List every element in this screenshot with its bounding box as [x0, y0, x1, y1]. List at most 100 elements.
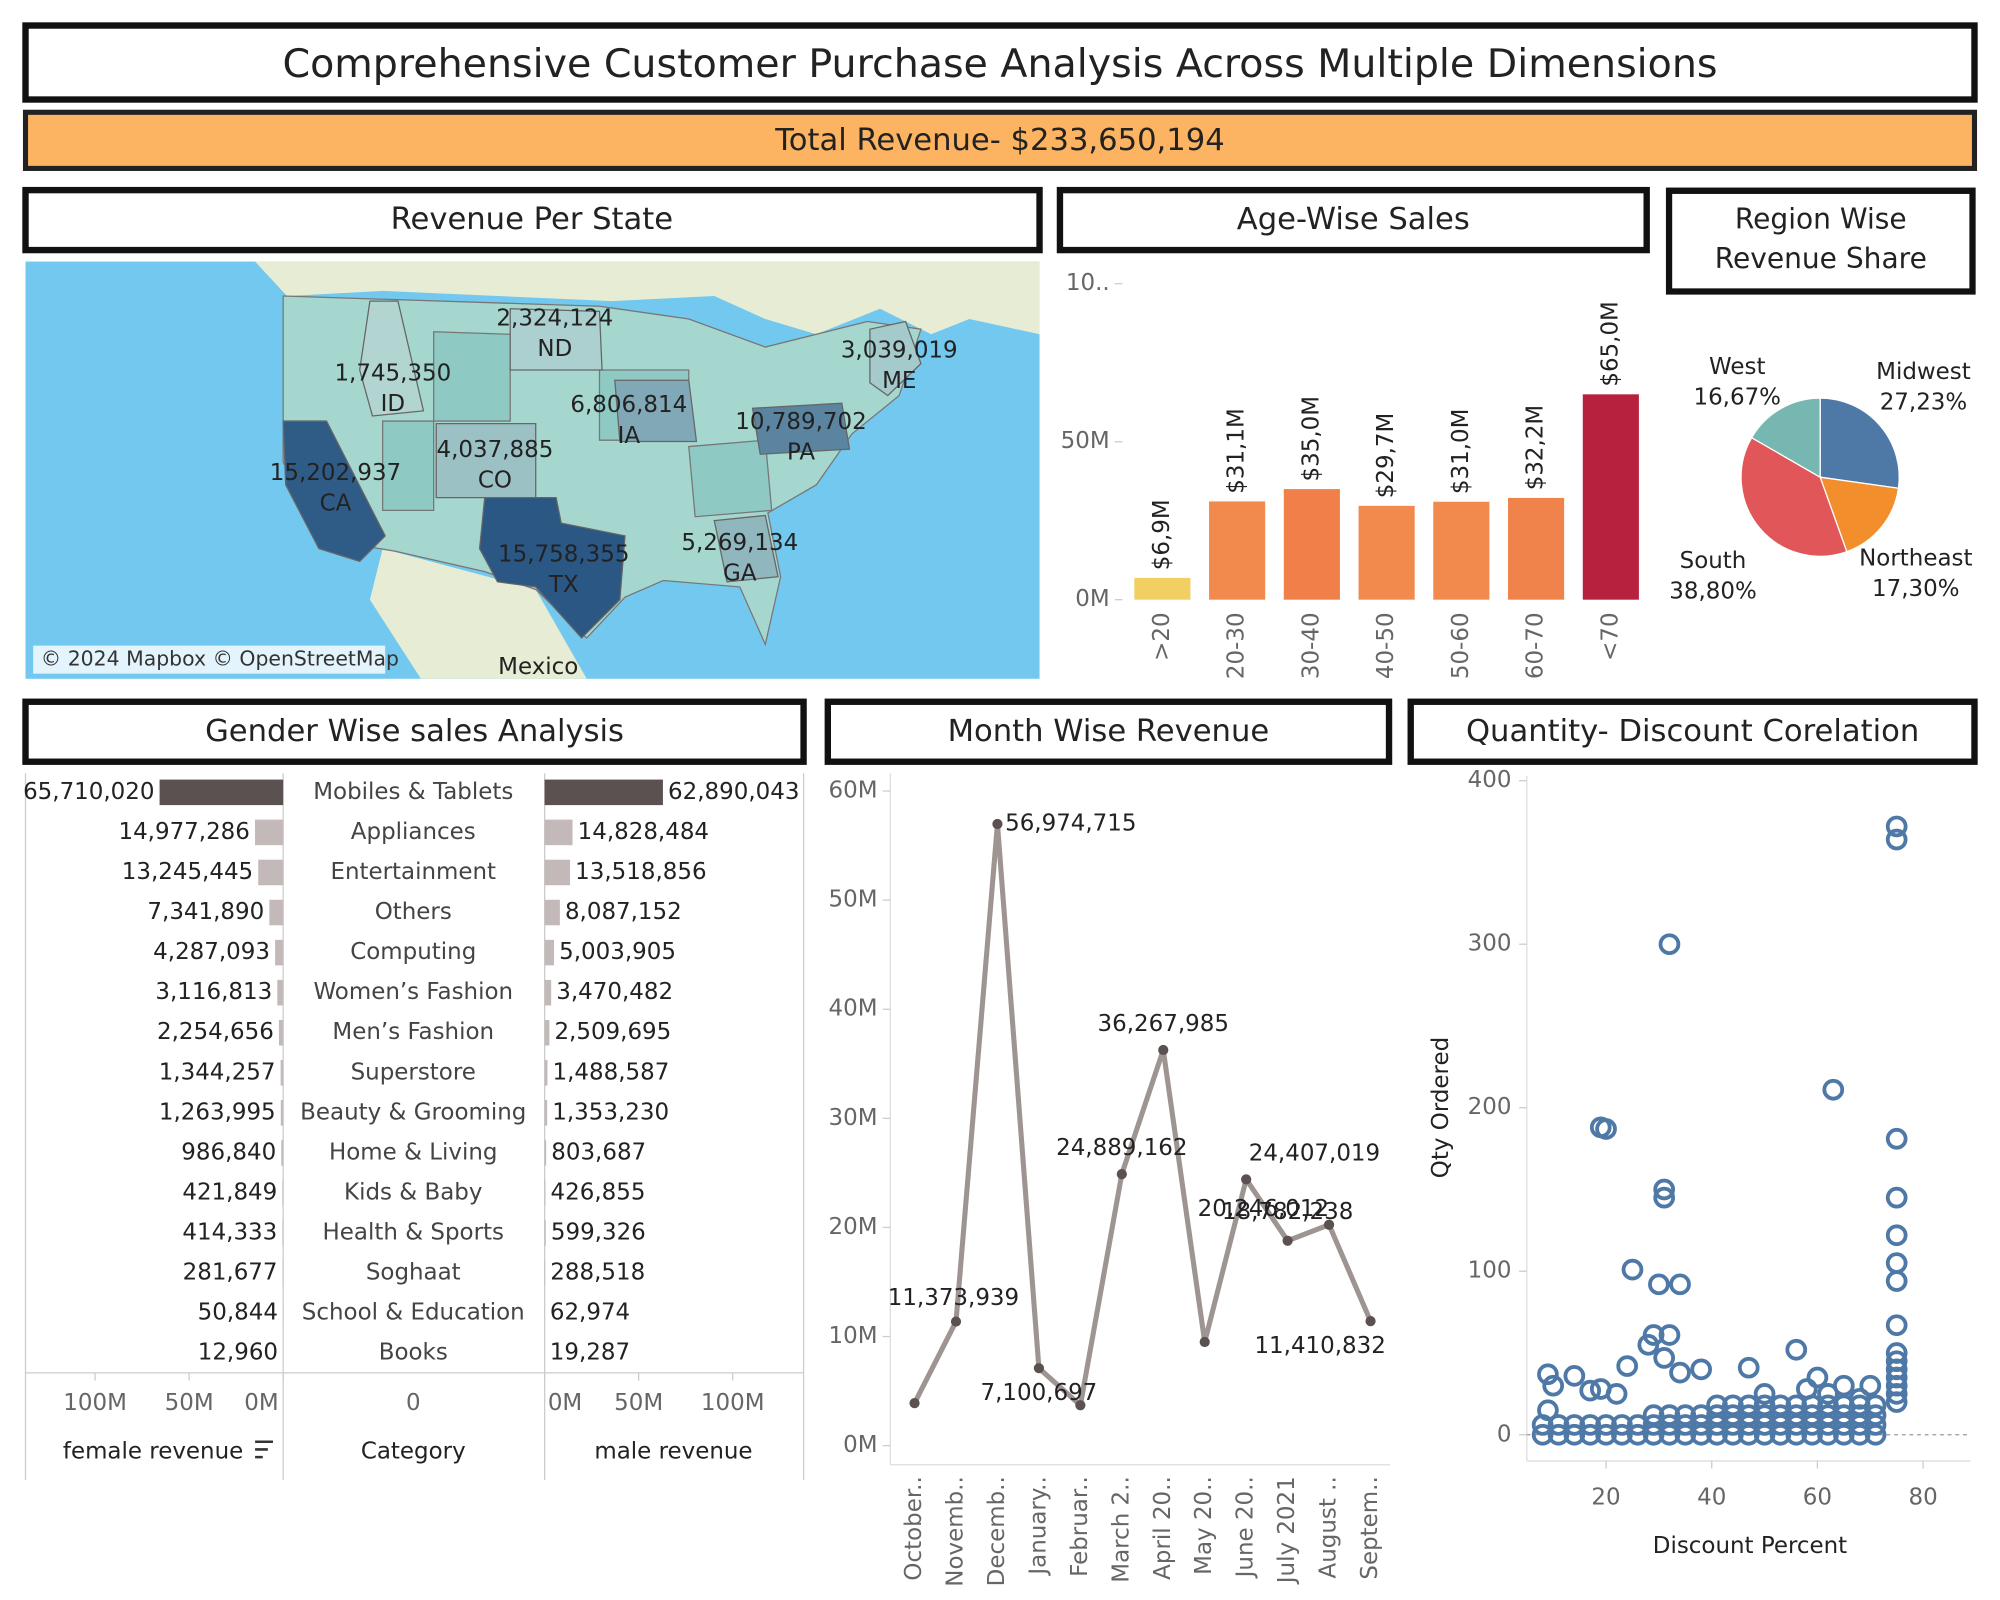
attribution-bg [33, 645, 386, 674]
bar-value-label: 421,849 [182, 1179, 277, 1205]
x-tick-label: Decemb.. [984, 1476, 1010, 1586]
panel-header: Region Wise Revenue Share [1665, 187, 1976, 295]
state-area [359, 300, 425, 417]
scatter-point [1605, 1383, 1628, 1405]
slice-value-label: 17,30% [1872, 576, 1960, 602]
scatter-point [1753, 1404, 1776, 1426]
slice-value-label: 16,67% [1693, 385, 1781, 411]
scatter-point [1801, 1394, 1823, 1417]
line-point [1241, 1174, 1252, 1185]
x-tick-label: 40-50 [1373, 612, 1399, 679]
bar [544, 1260, 546, 1286]
scatter-point [1611, 1414, 1633, 1436]
scatter-point [1658, 1404, 1681, 1426]
slice-value-label: 38,80% [1669, 579, 1757, 605]
scatter-point [1537, 1363, 1559, 1386]
state-area [478, 496, 626, 639]
y-tick-label: 30M [829, 1105, 878, 1131]
scatter-point [1563, 1414, 1586, 1436]
scatter-point [1616, 1355, 1639, 1377]
bar [1508, 497, 1565, 600]
x-tick-label: 50M [614, 1390, 663, 1416]
scatter-point [1885, 1391, 1908, 1413]
bar [544, 899, 560, 926]
dashboard-title: Comprehensive Customer Purchase Analysis… [283, 41, 1718, 87]
bar [544, 1180, 546, 1206]
scatter-point [1832, 1394, 1855, 1417]
panel-title: Age-Wise Sales [1237, 202, 1470, 237]
bar [544, 1220, 546, 1246]
scatter-point [1737, 1356, 1760, 1379]
state-area [282, 420, 386, 563]
bar-value-label: $32,2M [1523, 405, 1549, 491]
y-tick-label: 0M [1075, 586, 1109, 612]
scatter-point [1885, 828, 1908, 851]
state-value-label: 5,269,134 [681, 530, 798, 556]
bar [277, 979, 284, 1006]
pie-slice [1819, 476, 1900, 553]
bar [282, 1260, 284, 1286]
axis-title: female revenue [63, 1438, 243, 1464]
bar-value-label: 13,518,856 [575, 859, 706, 885]
state-label: IA [618, 423, 641, 449]
pie-slice [1819, 397, 1900, 489]
category-label: Mobiles & Tablets [313, 779, 513, 805]
bar [544, 1060, 548, 1086]
category-label: Others [375, 899, 452, 925]
y-tick-label: 40M [829, 996, 878, 1022]
bar [278, 1019, 284, 1046]
bar-value-label: 3,116,813 [155, 979, 272, 1005]
point-value-label: 11,410,832 [1254, 1333, 1385, 1359]
chart-layer: 2,324,124 ND 3,039,019 ME 1,745,350 ID 6,806,8… [23, 270, 1972, 1586]
x-tick-label: 40 [1697, 1484, 1726, 1510]
scatter-point [1595, 1118, 1617, 1140]
y-tick-label: 10.. [1066, 270, 1110, 296]
sort-icon [255, 1440, 273, 1459]
bar [544, 779, 663, 806]
y-tick-label: 0M [843, 1432, 877, 1458]
scatter-point [1706, 1394, 1728, 1417]
x-tick-label: 100M [63, 1390, 127, 1416]
bar-value-label: 599,326 [551, 1220, 646, 1246]
bar [1433, 501, 1490, 600]
scatter-point [1690, 1414, 1713, 1436]
total-revenue: Total Revenue- $233,650,194 [774, 123, 1224, 158]
bar [1582, 394, 1639, 600]
category-label: Entertainment [330, 859, 496, 885]
bar [1358, 505, 1415, 600]
scatter-point [1642, 1414, 1665, 1436]
x-tick-label: August .. [1316, 1476, 1342, 1578]
bar [280, 1100, 284, 1126]
category-label: Women’s Fashion [313, 979, 513, 1005]
bar-value-label: 281,677 [183, 1260, 278, 1286]
scatter-point [1658, 1414, 1681, 1436]
line-point [1365, 1316, 1376, 1327]
category-label: Beauty & Grooming [300, 1099, 526, 1125]
scatter-point [1648, 1273, 1670, 1296]
x-tick-label: April 20.. [1150, 1476, 1176, 1580]
scatter-point [1626, 1414, 1649, 1436]
x-tick-label: Septem.. [1357, 1476, 1383, 1579]
state-value-label: 1,745,350 [334, 360, 451, 386]
bar [544, 1100, 548, 1126]
point-value-label: 20,246,012 [1198, 1196, 1329, 1222]
scatter-point [1611, 1423, 1633, 1446]
bar [544, 979, 552, 1006]
bar-value-label: 803,687 [551, 1139, 646, 1165]
line-point [1323, 1219, 1335, 1230]
y-tick-label: 0 [1497, 1421, 1512, 1447]
y-tick-label: 200 [1468, 1094, 1512, 1120]
x-tick-label: 50M [165, 1390, 214, 1416]
x-tick-label: 50-60 [1448, 612, 1474, 679]
state-label: TX [548, 572, 579, 598]
scatter-point [1864, 1394, 1887, 1417]
line-point [1075, 1400, 1086, 1411]
scatter-point [1769, 1394, 1792, 1417]
scatter-point [1706, 1404, 1728, 1426]
scatter-point [1817, 1394, 1839, 1417]
scatter-point [1531, 1414, 1554, 1436]
scatter-point [1737, 1404, 1760, 1426]
scatter-point [1859, 1374, 1882, 1397]
state-area [614, 379, 698, 443]
scatter-point [1637, 1333, 1660, 1356]
